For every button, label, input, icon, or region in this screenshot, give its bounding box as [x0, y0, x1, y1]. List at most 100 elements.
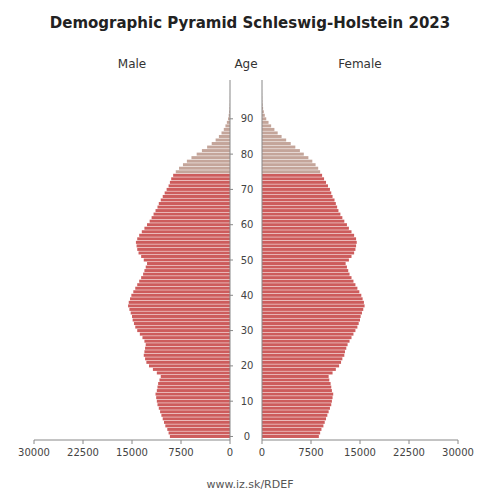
x-tick: [311, 440, 312, 444]
bar: [262, 230, 352, 233]
bar: [157, 206, 230, 209]
bar: [224, 128, 230, 131]
bar: [262, 181, 326, 184]
bar: [165, 191, 230, 194]
x-tick-label: 15000: [116, 447, 148, 458]
x-tick-label: 7500: [168, 447, 193, 458]
bar: [262, 424, 323, 427]
bar: [262, 301, 364, 304]
bar: [137, 244, 230, 247]
bar: [262, 311, 362, 314]
bar: [157, 386, 230, 389]
bar: [160, 410, 230, 413]
x-tick: [181, 440, 182, 444]
axis-label: Age: [234, 57, 257, 71]
bar: [262, 209, 338, 212]
x-tick-label: 0: [227, 447, 233, 458]
bar: [134, 322, 230, 325]
x-tick: [409, 440, 410, 444]
bar: [262, 347, 346, 350]
x-tick: [132, 440, 133, 444]
bar: [262, 199, 335, 202]
bar: [219, 135, 230, 138]
bar: [262, 410, 329, 413]
bar: [141, 255, 230, 258]
bar: [262, 227, 349, 230]
bar: [262, 167, 318, 170]
y-tick: [230, 436, 233, 437]
bar: [262, 343, 348, 346]
bar: [132, 315, 230, 318]
bar: [262, 213, 340, 216]
x-tick-label: 30000: [18, 447, 50, 458]
bar: [262, 326, 357, 329]
bar: [262, 266, 347, 269]
bar: [262, 333, 353, 336]
bar: [262, 184, 328, 187]
bar: [262, 149, 300, 152]
bar: [143, 273, 230, 276]
bar: [262, 121, 269, 124]
page: {"chart_data": { "type": "pyramid", "ori…: [0, 0, 500, 500]
bar: [133, 290, 230, 293]
bar: [161, 375, 230, 378]
bar: [262, 340, 350, 343]
bar: [137, 329, 230, 332]
bars: [262, 86, 365, 438]
bar: [144, 227, 230, 230]
bar: [145, 347, 230, 350]
bar: [262, 255, 352, 258]
bar: [262, 269, 348, 272]
bar: [262, 417, 326, 420]
bar: [169, 184, 230, 187]
bar: [135, 287, 230, 290]
y-tick-label: 30: [241, 325, 254, 336]
bar: [262, 283, 355, 286]
bar: [139, 280, 230, 283]
y-tick-label: 10: [241, 396, 254, 407]
bar: [262, 361, 341, 364]
y-tick-label: 40: [241, 290, 254, 301]
bar: [136, 241, 230, 244]
bar: [144, 259, 230, 262]
bar: [262, 220, 344, 223]
x-tick-label: 7500: [298, 447, 323, 458]
bar: [131, 294, 230, 297]
x-tick-label: 22500: [393, 447, 425, 458]
bar: [159, 379, 230, 382]
bar: [179, 167, 230, 170]
bar: [262, 319, 360, 322]
y-tick: [230, 365, 233, 366]
x-tick-label: 0: [259, 447, 265, 458]
bar: [139, 234, 230, 237]
bar: [165, 424, 230, 427]
bar: [154, 213, 230, 216]
bar: [131, 311, 230, 314]
bar: [262, 364, 339, 367]
bar: [262, 297, 363, 300]
bar: [141, 276, 230, 279]
bar: [150, 220, 230, 223]
bar: [161, 414, 230, 417]
bar: [164, 421, 230, 424]
bar: [262, 382, 331, 385]
bar: [157, 389, 230, 392]
bar: [262, 142, 291, 145]
bar: [262, 354, 344, 357]
y-axis-line: [262, 80, 263, 440]
x-tick-label: 15000: [344, 447, 376, 458]
bar: [146, 361, 230, 364]
y-tick-label: 60: [241, 219, 254, 230]
bar: [262, 188, 330, 191]
bar: [262, 156, 308, 159]
bar: [262, 191, 331, 194]
bar: [262, 280, 353, 283]
bar: [262, 308, 363, 311]
bar: [262, 153, 304, 156]
bar: [129, 301, 230, 304]
bar: [262, 216, 342, 219]
bar: [152, 216, 230, 219]
bar: [262, 407, 330, 410]
x-tick: [262, 440, 263, 444]
bar: [262, 117, 266, 120]
